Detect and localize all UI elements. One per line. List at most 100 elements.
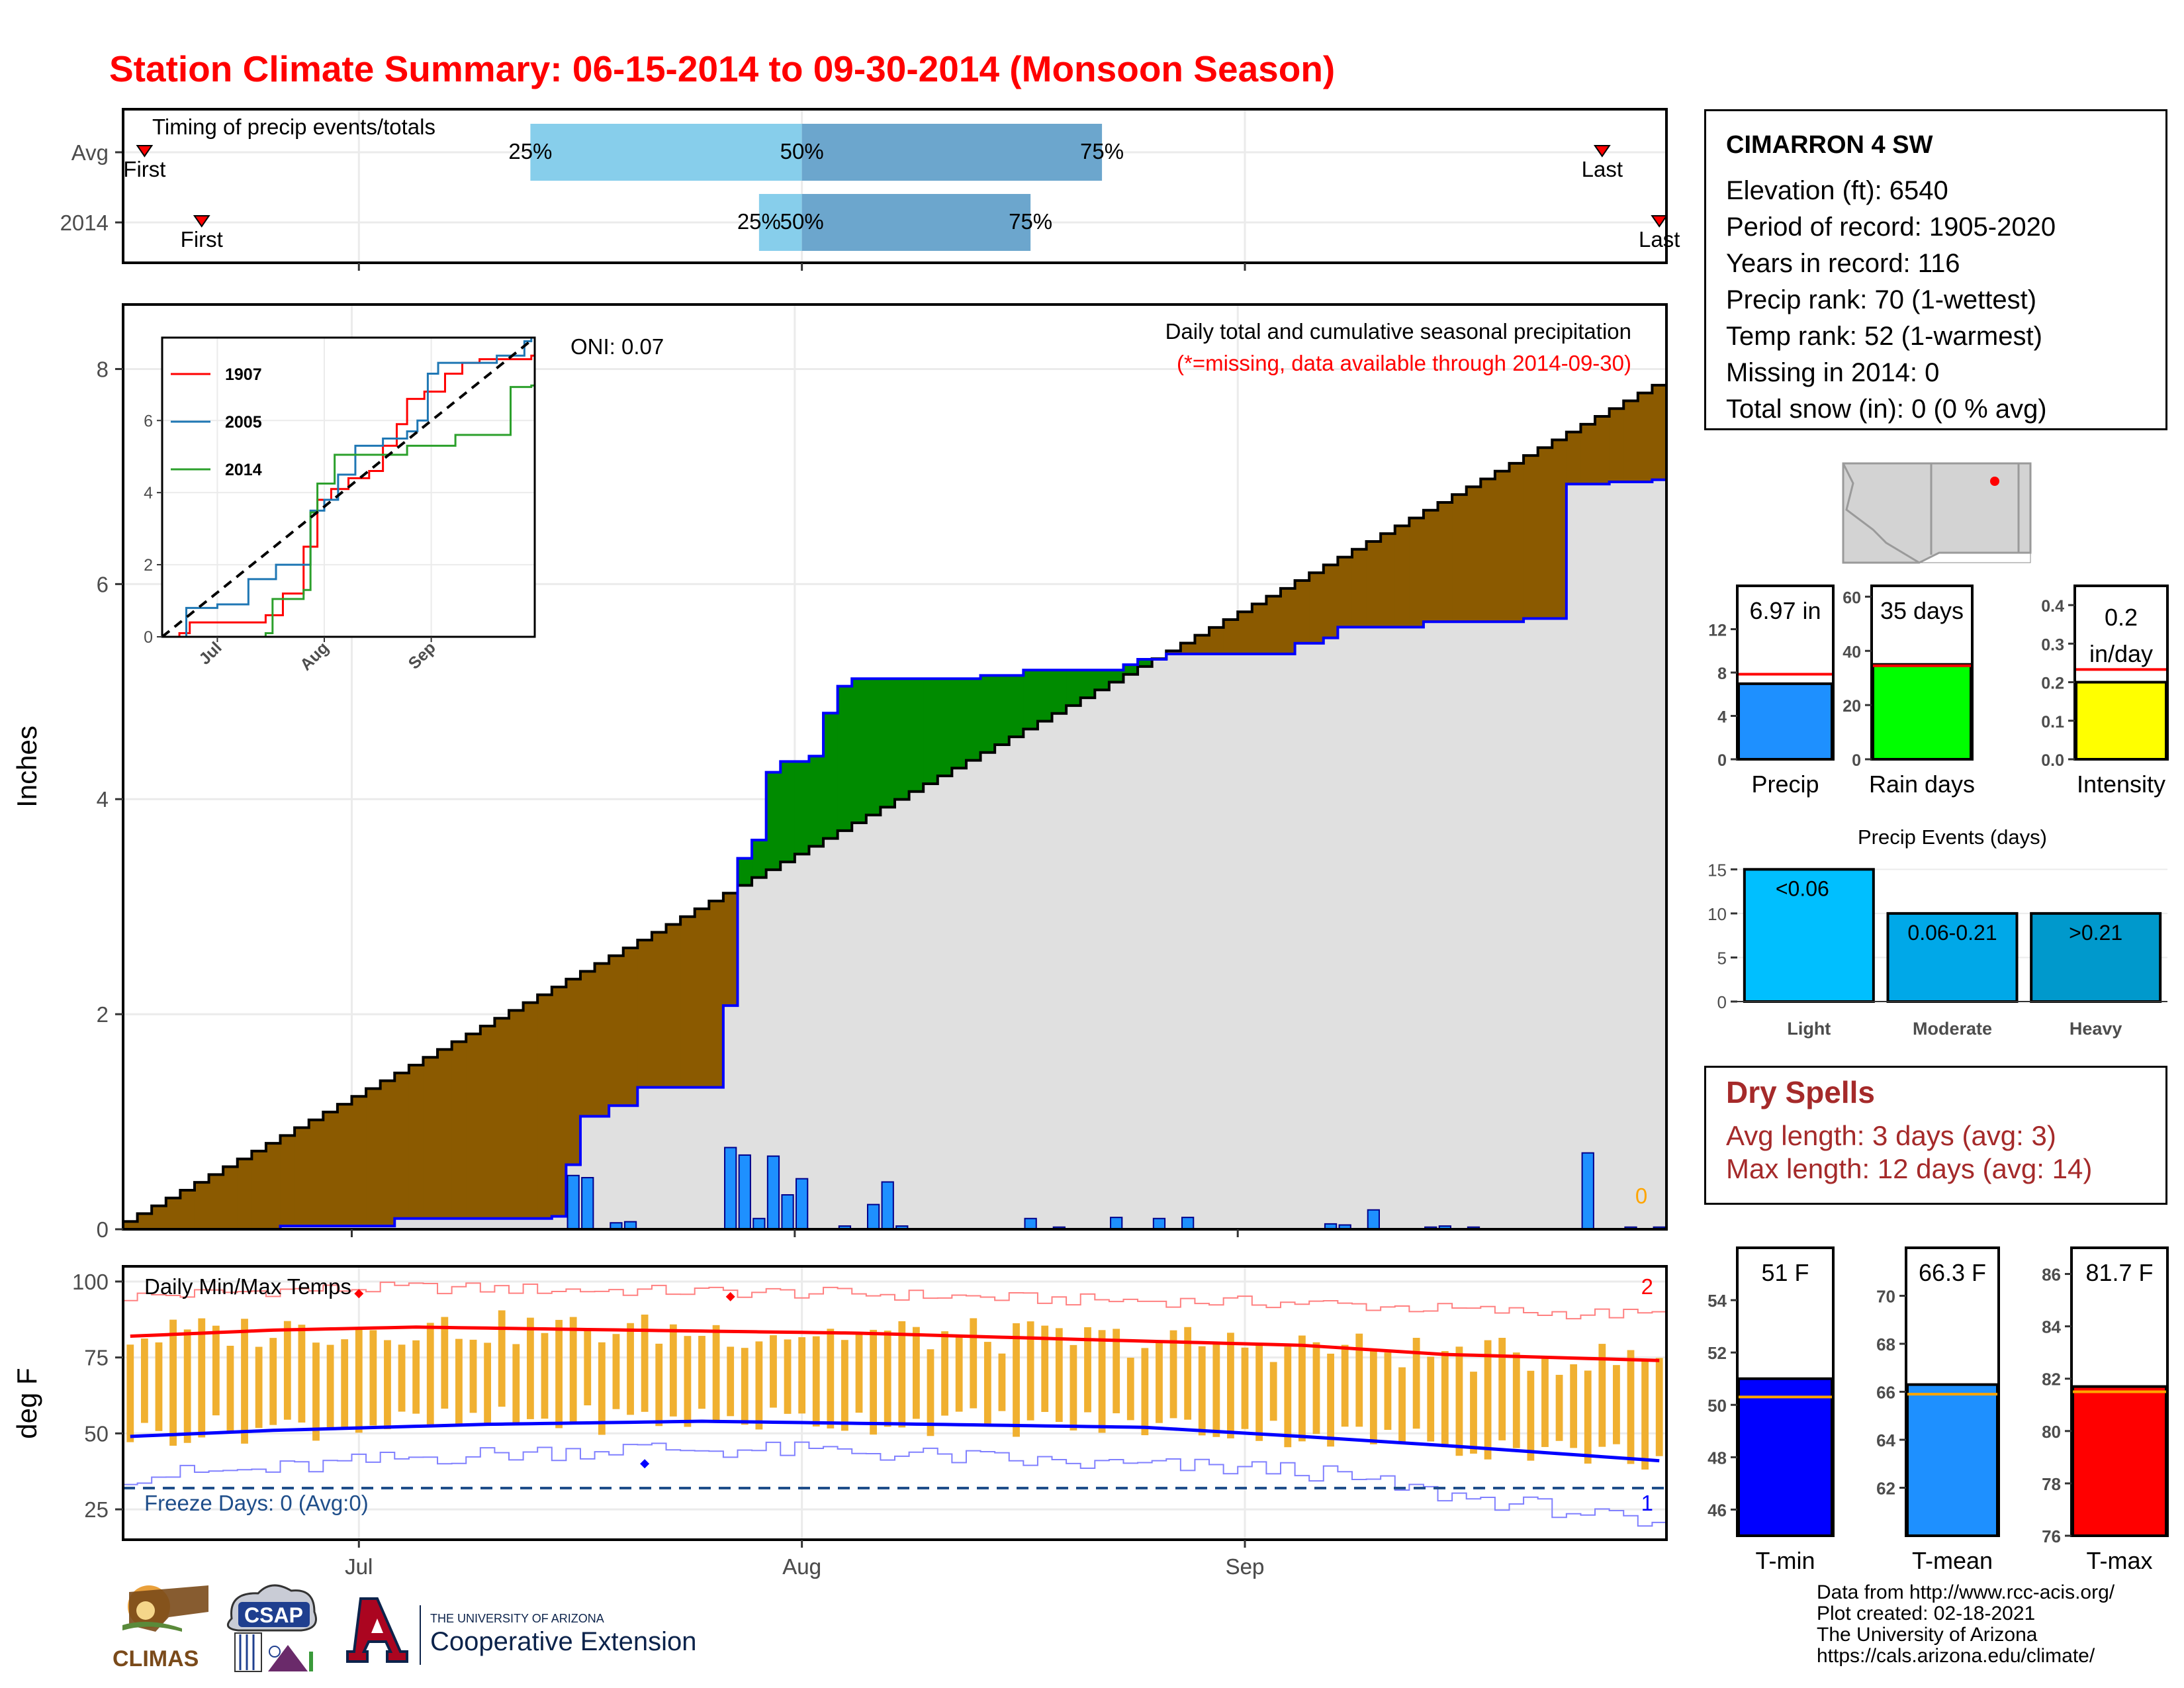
inset-legend-label: 2014 <box>225 461 262 479</box>
daily-precip-bar <box>1581 1152 1594 1230</box>
cum-surplus <box>980 675 995 753</box>
station-map <box>1842 462 2032 564</box>
inset-ytick-label: 0 <box>144 628 153 647</box>
cum-deficit <box>251 1150 267 1229</box>
summary-xlabel: Precip <box>1751 771 1819 798</box>
timing-pct-label: 50% <box>780 209 824 234</box>
temp-range-bar <box>1484 1340 1492 1460</box>
cum-deficit <box>165 1197 181 1229</box>
temp-range-bar <box>1113 1329 1120 1413</box>
events-ytick-label: 5 <box>1717 948 1727 968</box>
temp-range-bar <box>1598 1344 1606 1447</box>
daily-precip-bar <box>781 1194 794 1230</box>
cum-ytick-label: 2 <box>97 1002 109 1027</box>
temp-range-bar <box>727 1346 735 1417</box>
cum-deficit <box>1238 612 1253 654</box>
cum-deficit <box>523 1002 538 1219</box>
cum-deficit <box>1366 541 1381 628</box>
temp-range-bar <box>1013 1323 1020 1437</box>
temp-range-bar <box>198 1318 206 1438</box>
freeze-days-label: Freeze Days: 0 (Avg:0) <box>144 1491 369 1515</box>
temp-range-bar <box>384 1340 391 1430</box>
summary-value-label: 66.3 F <box>1919 1259 1986 1286</box>
temp-xtick-label: Jul <box>345 1554 373 1579</box>
cum-deficit <box>1452 494 1467 622</box>
temp-range-bar <box>1613 1365 1620 1444</box>
events-xtick-label: Heavy <box>2070 1019 2122 1039</box>
events-ytick-label: 15 <box>1707 860 1727 880</box>
cum-deficit <box>666 924 681 1088</box>
events-bar-label: <0.06 <box>1776 876 1829 900</box>
station-snow: Total snow (in): 0 (0 % avg) <box>1726 395 2047 424</box>
summary-frame <box>1736 1246 1835 1537</box>
cum-deficit <box>1552 440 1567 619</box>
summary-ytick-label: 66 <box>1876 1383 1895 1403</box>
cum-deficit <box>208 1174 224 1229</box>
cum-avg-line <box>123 383 1666 1223</box>
cum-deficit <box>137 1213 152 1229</box>
cum-deficit <box>1437 502 1453 622</box>
csap-text: CSAP <box>244 1603 303 1627</box>
temp-range-bar <box>398 1344 406 1412</box>
events-bar-label: >0.21 <box>2069 921 2122 945</box>
cum-surplus <box>1123 665 1138 675</box>
summary-xlabel: Intensity <box>2077 771 2165 798</box>
inset-series-line <box>162 336 535 638</box>
summary-value-label: 0.2 <box>2105 604 2138 631</box>
temp-range-bar <box>669 1324 677 1417</box>
cum-deficit <box>694 908 709 1088</box>
temp-avg-min-line <box>130 1419 1660 1463</box>
inset-ytick-label: 4 <box>144 484 153 502</box>
cum-deficit <box>1338 557 1353 628</box>
cum-deficit <box>1524 455 1539 619</box>
daily-precip-bar <box>1367 1209 1380 1231</box>
temp-range-bar <box>569 1317 577 1423</box>
timing-marker-label: Last <box>1639 227 1680 252</box>
cum-surplus <box>837 686 852 831</box>
cum-ytick-label: 8 <box>97 357 109 381</box>
cum-surplus <box>766 772 781 870</box>
events-bar-label: 0.06-0.21 <box>1907 921 1997 945</box>
cum-deficit <box>1580 424 1596 485</box>
summary-ytick-label: 84 <box>2042 1317 2061 1337</box>
timing-bar-25-50 <box>530 124 802 181</box>
cum-surplus <box>737 858 752 886</box>
cum-deficit <box>194 1182 210 1229</box>
summary-ytick-label: 86 <box>2042 1265 2061 1285</box>
cum-deficit <box>1295 581 1310 643</box>
temp-range-bar <box>484 1342 492 1423</box>
summary-bar <box>1872 663 1972 761</box>
events-ytick-label: 0 <box>1717 992 1727 1012</box>
summary-intensity-chart: 0.0 0.1 0.2 0.3 0.4 0.2 in/day Intensity <box>2041 585 2169 798</box>
temp-range-bar <box>541 1333 549 1419</box>
temp-range-bar <box>870 1329 878 1435</box>
dry-spells-max: Max length: 12 days (avg: 14) <box>1726 1153 2093 1184</box>
inset-frame <box>161 336 536 638</box>
record-min-count: 1 <box>1641 1491 1653 1515</box>
cum-deficit <box>295 1127 310 1227</box>
cum-deficit <box>1566 432 1581 485</box>
inset-ytick-label: 2 <box>144 556 153 575</box>
cum-deficit <box>1623 400 1639 483</box>
summary-precip-chart: 0 4 8 12 6.97 in Precip <box>1708 585 1835 798</box>
temp-range-bar <box>784 1339 792 1414</box>
temp-avg-max-line <box>130 1325 1660 1362</box>
temp-range-bar <box>755 1341 763 1430</box>
cum-deficit <box>1351 549 1367 628</box>
temp-range-bar <box>1169 1330 1177 1419</box>
summary-ytick-label: 0 <box>1852 751 1861 770</box>
cum-surplus <box>937 679 952 776</box>
summary-ytick-label: 82 <box>2042 1370 2061 1389</box>
temp-range-bar <box>641 1314 649 1412</box>
temp-range-bar <box>1026 1321 1034 1421</box>
summary-ytick-label: 48 <box>1707 1448 1727 1468</box>
cum-deficit <box>1423 510 1439 622</box>
cum-surplus <box>1023 670 1038 729</box>
summary-ytick-label: 46 <box>1707 1500 1727 1520</box>
cum-deficit <box>1195 635 1210 654</box>
temp-ylabel: deg F <box>11 1368 42 1438</box>
station-info-box: CIMARRON 4 SW Elevation (ft): 6540 Perio… <box>1704 109 2167 430</box>
temp-range-bar <box>241 1319 248 1444</box>
temp-range-bar <box>512 1344 520 1424</box>
temp-range-bar <box>1141 1348 1149 1436</box>
